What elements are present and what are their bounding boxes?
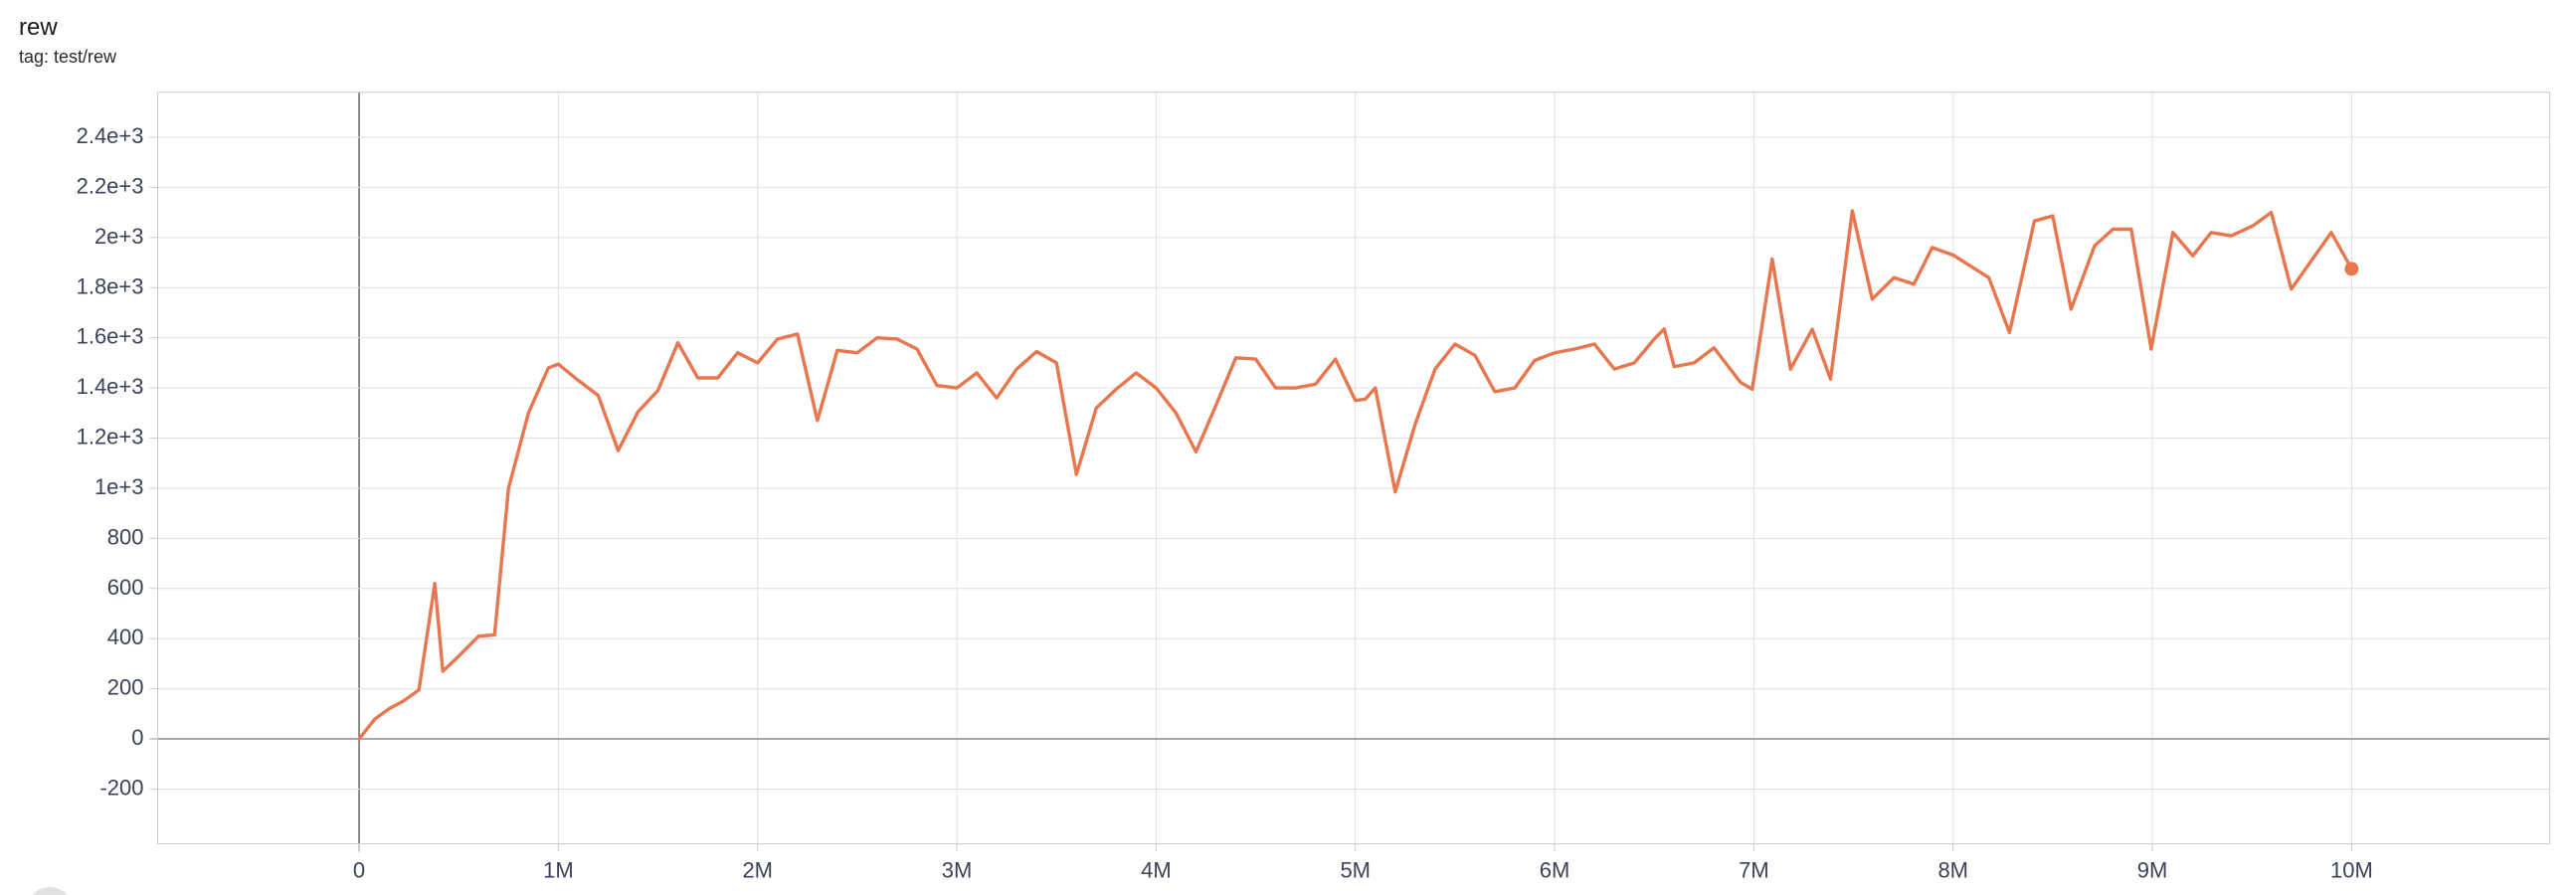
svg-text:400: 400 <box>107 625 144 649</box>
svg-text:1M: 1M <box>543 858 574 883</box>
svg-text:6M: 6M <box>1540 858 1570 883</box>
svg-text:600: 600 <box>107 575 144 600</box>
svg-text:1.6e+3: 1.6e+3 <box>77 324 144 349</box>
svg-text:1.4e+3: 1.4e+3 <box>77 374 144 399</box>
svg-text:200: 200 <box>107 675 144 700</box>
svg-text:2.2e+3: 2.2e+3 <box>77 173 144 198</box>
svg-text:1.2e+3: 1.2e+3 <box>77 425 144 449</box>
svg-text:9M: 9M <box>2137 858 2168 883</box>
svg-text:800: 800 <box>107 524 144 549</box>
svg-text:1.8e+3: 1.8e+3 <box>77 273 144 298</box>
svg-text:1e+3: 1e+3 <box>94 474 144 499</box>
svg-text:5M: 5M <box>1340 858 1371 883</box>
svg-text:2.4e+3: 2.4e+3 <box>77 123 144 148</box>
svg-text:0: 0 <box>353 858 365 883</box>
svg-text:2M: 2M <box>742 858 773 883</box>
svg-text:10M: 10M <box>2330 858 2373 883</box>
svg-text:0: 0 <box>131 725 143 750</box>
svg-text:7M: 7M <box>1739 858 1769 883</box>
svg-text:8M: 8M <box>1937 858 1968 883</box>
svg-text:2e+3: 2e+3 <box>94 224 144 249</box>
svg-text:4M: 4M <box>1141 858 1172 883</box>
svg-text:3M: 3M <box>942 858 973 883</box>
svg-text:-200: -200 <box>99 775 143 800</box>
